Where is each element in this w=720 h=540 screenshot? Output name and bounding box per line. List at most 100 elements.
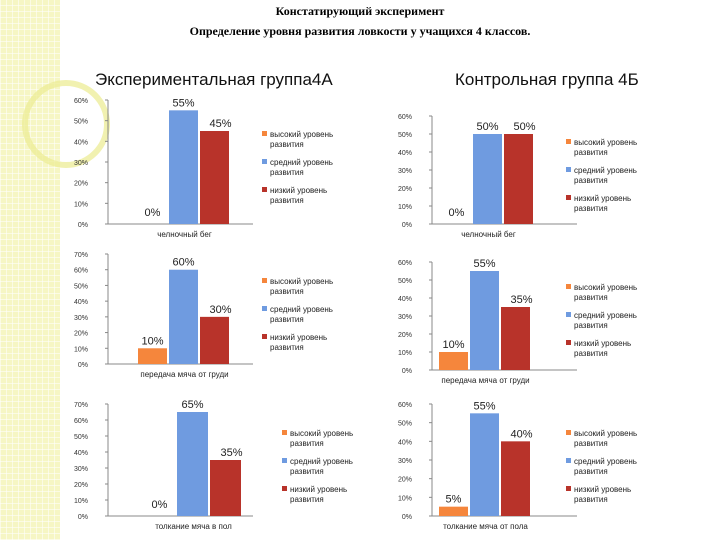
y-tick-label: 40% [74,299,88,306]
legend-swatch-high [282,430,287,435]
y-tick-label: 60% [74,418,88,425]
y-tick-label: 10% [398,350,412,357]
bar-medium [473,134,502,224]
legend-swatch-high [262,131,267,136]
legend-swatch-medium [566,458,571,463]
legend-label: средний уровень развития [574,457,637,476]
bar-high [138,348,167,364]
bar-low [210,460,241,516]
bar-low [200,316,229,364]
y-tick-label: 30% [74,160,88,167]
legend-label: высокий уровень развития [270,130,333,149]
legend-swatch-high [262,278,267,283]
x-axis-label: передача мяча от груди [140,370,228,379]
legend-swatch-medium [282,458,287,463]
legend-label: средний уровень развития [574,311,637,330]
y-tick-label: 0% [402,222,412,229]
legend-label: низкий уровень развития [574,485,631,504]
legend-label: средний уровень развития [574,166,637,185]
legend-swatch-medium [566,312,571,317]
y-tick-label: 40% [74,139,88,146]
y-tick-label: 30% [398,168,412,175]
y-tick-label: 20% [74,181,88,188]
x-axis-label: толкание мяча в пол [155,522,232,531]
y-tick-label: 40% [398,439,412,446]
data-label: 55% [473,400,495,412]
y-tick-label: 50% [398,421,412,428]
legend-label: высокий уровень развития [574,283,637,302]
bar-medium [169,269,198,364]
y-tick-label: 0% [402,514,412,521]
legend-swatch-low [566,486,571,491]
legend-label: высокий уровень развития [574,429,637,448]
data-label: 10% [141,335,163,347]
legend-swatch-low [566,195,571,200]
bar-high [439,506,468,516]
legend-swatch-high [566,284,571,289]
legend-label: средний уровень развития [290,457,353,476]
y-tick-label: 0% [402,368,412,375]
legend-label: низкий уровень развития [574,339,631,358]
legend-label: низкий уровень развития [270,186,327,205]
y-tick-label: 20% [74,331,88,338]
legend-swatch-medium [566,167,571,172]
bar-low [501,441,530,516]
data-label: 0% [145,207,161,219]
page-title: Констатирующий эксперимент [275,4,445,18]
y-tick-label: 50% [74,434,88,441]
y-tick-label: 40% [398,150,412,157]
y-tick-label: 20% [398,477,412,484]
data-label: 5% [446,494,462,506]
x-axis-label: челночный бег [157,230,212,239]
y-tick-label: 40% [74,450,88,457]
bar-high [439,352,468,370]
y-tick-label: 60% [398,402,412,409]
y-tick-label: 70% [74,252,88,259]
y-tick-label: 10% [398,495,412,502]
legend-swatch-low [262,187,267,192]
y-tick-label: 20% [398,186,412,193]
y-tick-label: 0% [78,514,88,521]
y-tick-label: 30% [74,466,88,473]
legend-swatch-low [566,340,571,345]
decorative-ring [22,80,110,168]
data-label: 45% [209,118,231,130]
data-label: 35% [220,447,242,459]
y-tick-label: 10% [74,346,88,353]
data-label: 55% [473,258,495,270]
bar-low [501,307,530,370]
y-tick-label: 0% [78,222,88,229]
data-label: 40% [510,428,532,440]
legend-swatch-high [566,139,571,144]
legend-label: низкий уровень развития [574,194,631,213]
data-label: 55% [172,97,194,109]
y-tick-label: 50% [398,278,412,285]
y-tick-label: 60% [74,98,88,105]
bar-low [504,134,533,224]
y-tick-label: 40% [398,296,412,303]
legend-label: низкий уровень развития [290,485,347,504]
y-tick-label: 50% [74,283,88,290]
y-tick-label: 50% [398,132,412,139]
y-tick-label: 60% [398,114,412,121]
data-label: 50% [513,121,535,133]
bar-low [200,131,229,224]
bar-medium [169,110,198,224]
bar-medium [470,271,499,370]
legend-label: высокий уровень развития [270,277,333,296]
data-label: 10% [442,339,464,351]
decorative-side-panel [0,0,110,540]
legend-swatch-medium [262,159,267,164]
legend-swatch-medium [262,306,267,311]
y-tick-label: 30% [74,315,88,322]
legend-label: средний уровень развития [270,305,333,324]
y-tick-label: 50% [74,119,88,126]
legend-label: низкий уровень развития [270,333,327,352]
y-tick-label: 10% [398,204,412,211]
legend-swatch-low [262,334,267,339]
